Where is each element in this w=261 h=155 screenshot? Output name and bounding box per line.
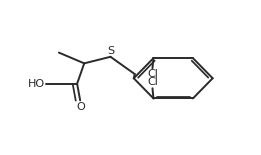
Text: O: O xyxy=(77,102,86,112)
Text: HO: HO xyxy=(28,79,45,89)
Text: Cl: Cl xyxy=(147,69,158,80)
Text: S: S xyxy=(107,46,114,56)
Text: Cl: Cl xyxy=(147,77,158,87)
